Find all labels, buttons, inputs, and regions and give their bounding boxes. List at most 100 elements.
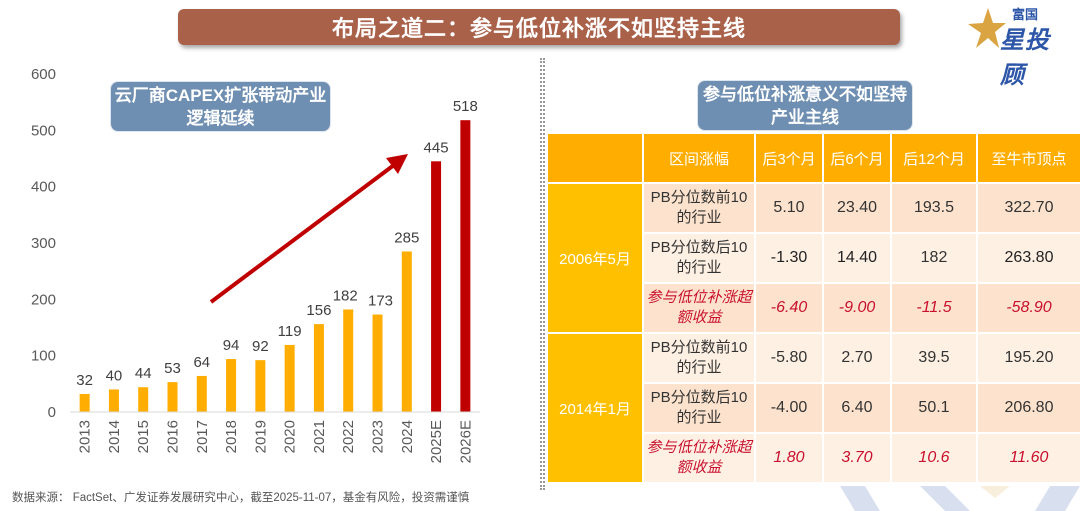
table-cell: 195.20 — [976, 332, 1080, 384]
bar — [226, 359, 237, 412]
table-header-cell: 后12个月 — [890, 132, 978, 184]
page-title: 布局之道二：参与低位补涨不如坚持主线 — [178, 9, 900, 45]
x-tick-label: 2018 — [223, 420, 240, 453]
table-cell: -58.90 — [976, 282, 1080, 334]
data-label: 94 — [223, 337, 240, 354]
data-label: 53 — [164, 360, 181, 377]
x-tick-label: 2017 — [194, 420, 211, 453]
table-cell: 50.1 — [890, 382, 978, 434]
table-cell: 1.80 — [754, 432, 824, 484]
y-tick-label: 0 — [48, 404, 56, 421]
bar — [138, 387, 149, 412]
bar — [196, 375, 207, 412]
table-cell: 263.80 — [976, 232, 1080, 284]
bar — [460, 120, 471, 413]
table-callout: 参与低位补涨意义不如坚持产业主线 — [697, 80, 913, 131]
returns-table: 区间涨幅 后3个月 后6个月 后12个月 至牛市顶点 2006年5月 PB分位数前… — [546, 132, 1080, 484]
bar — [343, 309, 354, 412]
data-label: 518 — [453, 98, 478, 115]
table-cell: 6.40 — [822, 382, 892, 434]
table-cell: 193.5 — [890, 182, 978, 234]
watermark-logo — [840, 486, 1080, 511]
row-label: PB分位数前10的行业 — [642, 332, 756, 384]
table-cell: 11.60 — [976, 432, 1080, 484]
table-cell: 23.40 — [822, 182, 892, 234]
table-header-cell: 区间涨幅 — [642, 132, 756, 184]
table-cell: -11.5 — [890, 282, 978, 334]
bar — [167, 382, 178, 412]
y-tick-label: 100 — [31, 348, 56, 365]
star-icon — [968, 8, 1006, 48]
table-row: PB分位数后10的行业 -1.30 14.40 182 263.80 — [547, 232, 1080, 284]
table-cell: 182 — [890, 232, 978, 284]
table-cell: 10.6 — [890, 432, 978, 484]
data-label: 156 — [306, 302, 331, 319]
table-cell: -4.00 — [754, 382, 824, 434]
row-label: PB分位数后10的行业 — [642, 232, 756, 284]
table-cell: 5.10 — [754, 182, 824, 234]
table-row: PB分位数后10的行业 -4.00 6.40 50.1 206.80 — [547, 382, 1080, 434]
table-cell: 206.80 — [976, 382, 1080, 434]
table-row: 参与低位补涨超额收益 1.80 3.70 10.6 11.60 — [547, 432, 1080, 484]
table-cell: 3.70 — [822, 432, 892, 484]
table-row: 2006年5月 PB分位数前10的行业 5.10 23.40 193.5 322.70 — [546, 182, 1080, 334]
capex-bar-chart: 0 100 200 300 400 500 600 32 40 44 53 64 94 92 119156… — [31, 66, 480, 463]
y-tick-label: 500 — [31, 122, 56, 139]
period-cell: 2014年1月 — [546, 332, 644, 484]
x-tick-label: 2022 — [340, 420, 357, 453]
x-tick-label: 2024 — [399, 420, 416, 453]
y-tick-label: 200 — [31, 291, 56, 308]
data-label: 92 — [252, 338, 269, 355]
bar — [79, 393, 90, 412]
table-cell: -1.30 — [754, 232, 824, 284]
table-header-cell: 至牛市顶点 — [976, 132, 1080, 184]
logo-main-text: 星投顾 — [1000, 27, 1050, 89]
table-header-cell: 后3个月 — [754, 132, 824, 184]
table-row: 2014年1月 PB分位数前10的行业 -5.80 2.70 39.5 195.20 — [546, 332, 1080, 484]
y-tick-label: 300 — [31, 235, 56, 252]
bar — [255, 360, 266, 412]
data-label: 64 — [193, 354, 210, 371]
x-tick-label: 2026E — [457, 420, 474, 463]
x-axis: 2013 2014 2015 2016 2017 2018 2019 2020 2021 2022… — [77, 420, 475, 463]
bars — [79, 120, 471, 413]
bar — [313, 324, 324, 412]
table-cell: -5.80 — [754, 332, 824, 384]
data-label: 44 — [135, 365, 152, 382]
panel-divider — [540, 58, 545, 490]
x-tick-label: 2016 — [165, 420, 182, 453]
x-tick-label: 2021 — [311, 420, 328, 453]
brand-logo: 富国 星投顾 — [962, 2, 1072, 89]
table-cell: -6.40 — [754, 282, 824, 334]
table-cell: -9.00 — [822, 282, 892, 334]
x-tick-label: 2025E — [428, 420, 445, 463]
data-label: 445 — [424, 139, 449, 156]
data-label: 32 — [76, 372, 93, 389]
y-tick-label: 600 — [31, 66, 56, 83]
row-label: PB分位数后10的行业 — [642, 382, 756, 434]
table-cell: 14.40 — [822, 232, 892, 284]
trend-arrow-head — [386, 154, 408, 174]
table-header-cell — [546, 132, 644, 184]
trend-arrow-icon — [209, 154, 408, 304]
table-cell: 39.5 — [890, 332, 978, 384]
data-label: 173 — [368, 293, 393, 310]
table-row: 参与低位补涨超额收益 -6.40 -9.00 -11.5 -58.90 — [547, 282, 1080, 334]
trend-arrow-shaft — [209, 163, 396, 304]
data-label: 40 — [106, 367, 123, 384]
bar — [108, 389, 119, 412]
period-cell: 2006年5月 — [546, 182, 644, 334]
source-note: 数据来源： FactSet、广发证券发展研究中心，截至2025-11-07，基金… — [12, 492, 470, 504]
table-header-cell: 后6个月 — [822, 132, 892, 184]
data-label: 285 — [394, 229, 419, 246]
bar — [284, 344, 295, 412]
y-tick-label: 400 — [31, 179, 56, 196]
y-axis: 0 100 200 300 400 500 600 — [31, 66, 56, 421]
row-label: 参与低位补涨超额收益 — [642, 432, 756, 484]
logo-top-text: 富国 — [1012, 7, 1039, 22]
chart-callout: 云厂商CAPEX扩张带动产业逻辑延续 — [110, 81, 331, 132]
x-tick-label: 2020 — [282, 420, 299, 453]
table-cell: 2.70 — [822, 332, 892, 384]
table-header-row: 区间涨幅 后3个月 后6个月 后12个月 至牛市顶点 — [546, 132, 1080, 184]
